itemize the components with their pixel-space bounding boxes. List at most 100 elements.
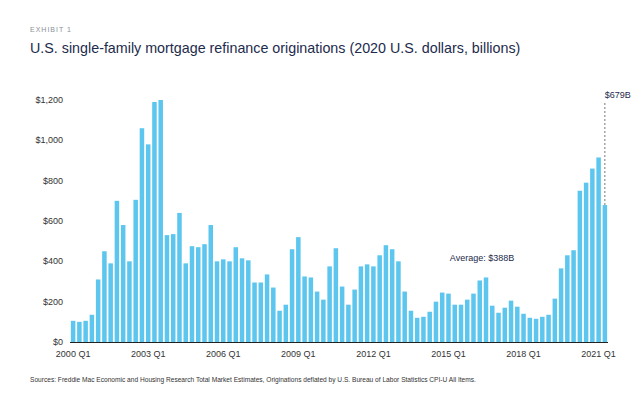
bar [559,268,564,342]
bar [290,249,295,342]
annotation: Average: $388B [450,253,514,263]
bar [190,246,195,342]
bar [459,305,464,342]
bar [446,294,451,342]
bar [359,266,364,342]
bar [503,308,508,342]
bar [603,205,608,342]
bar [277,311,282,342]
bar [546,315,551,342]
y-tick-label: $400 [43,256,63,266]
x-axis-line [70,342,608,343]
bar [102,251,107,342]
bar [434,302,439,342]
bar [390,249,395,342]
bar [340,287,345,342]
bar [596,157,601,342]
x-tick-label: 2021 Q1 [581,349,616,359]
bar [171,234,176,342]
bar [515,307,520,342]
bar [183,263,188,342]
bar [409,311,414,342]
bar [321,300,326,342]
x-tick-label: 2012 Q1 [356,349,391,359]
bar [221,259,226,342]
annotation: $679B [605,90,631,100]
bar [496,313,501,342]
bar [177,213,182,342]
bar [440,293,445,342]
bar [240,258,245,342]
bar [352,290,357,342]
bar [377,255,382,342]
bar [246,260,251,342]
y-tick-label: $0 [53,337,63,347]
bar [265,274,270,342]
bar [234,247,239,342]
bar [553,299,558,342]
bar [578,191,583,342]
y-tick-label: $600 [43,216,63,226]
bar [133,200,138,342]
bar [127,261,132,342]
bar [296,237,301,342]
bar [77,322,82,342]
bar [121,225,126,342]
bar [421,317,426,342]
bar [484,277,489,342]
bar [490,306,495,342]
x-tick-label: 2003 Q1 [131,349,166,359]
bar [71,321,76,342]
source: Sources: Freddie Mac Economic and Housin… [30,376,476,384]
annotation-leader [604,103,605,205]
y-tick-label: $200 [43,297,63,307]
bar [590,169,595,342]
bar [346,305,351,342]
bar [158,100,163,342]
bar [202,244,207,342]
bar [327,266,332,342]
bar [565,255,570,342]
bar [471,294,476,342]
y-tick-label: $1,200 [35,95,63,105]
bar [509,301,514,342]
bar [452,305,457,342]
bar [83,321,88,342]
exhibit-label: EXHIBIT 1 [30,26,72,33]
bar [415,318,420,342]
bar [309,277,314,342]
y-tick-label: $800 [43,176,63,186]
bar [252,283,257,342]
bar [571,250,576,342]
chart: EXHIBIT 1U.S. single-family mortgage ref… [0,0,640,411]
bar [478,280,483,342]
x-tick-label: 2015 Q1 [431,349,466,359]
bar [540,317,545,342]
bar [465,300,470,342]
bar [334,248,339,342]
bar [146,144,151,342]
bar [315,292,320,342]
x-tick-label: 2000 Q1 [56,349,91,359]
bar [227,261,232,342]
bar [215,261,220,342]
bar [521,314,526,342]
x-tick-label: 2009 Q1 [281,349,316,359]
bar [115,201,120,342]
bar [384,245,389,342]
bar [271,288,276,342]
y-tick-label: $1,000 [35,135,63,145]
bars [71,100,607,342]
bar [90,315,95,342]
bar [402,292,407,342]
bar [152,102,157,342]
bar [371,266,376,342]
bar [302,276,307,342]
bar [165,235,170,342]
bar [284,305,289,342]
bar [96,279,101,342]
bar [396,261,401,342]
bar [140,128,145,342]
bar [584,183,589,342]
x-tick-label: 2018 Q1 [506,349,541,359]
